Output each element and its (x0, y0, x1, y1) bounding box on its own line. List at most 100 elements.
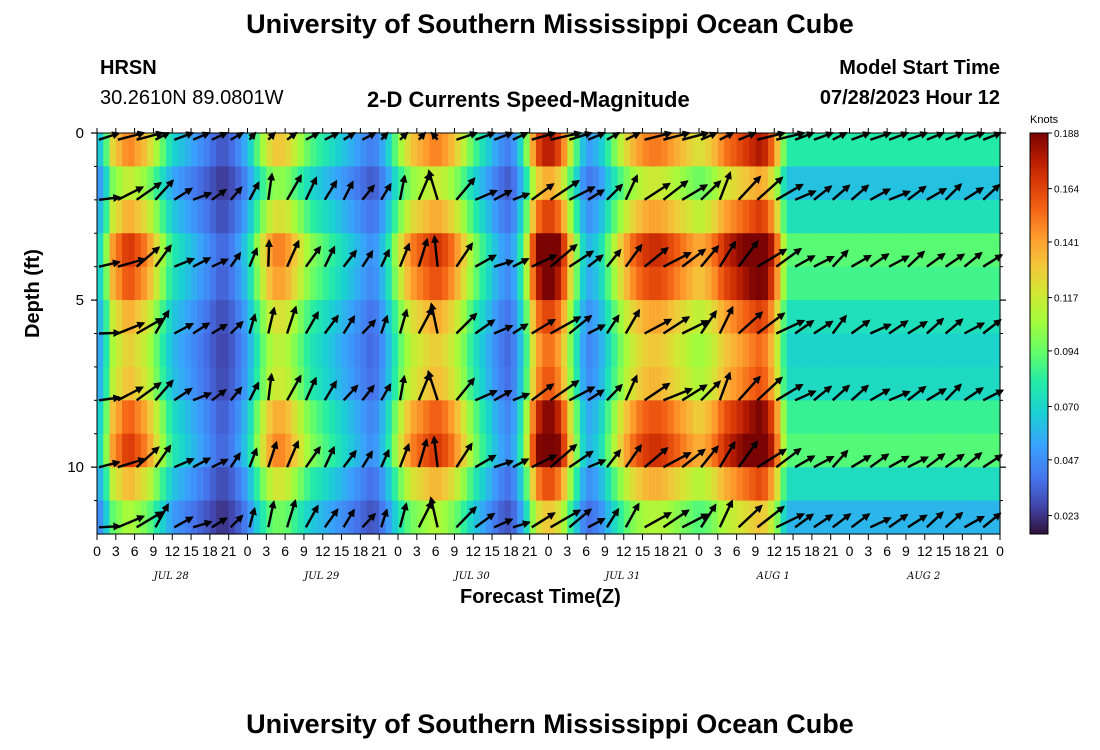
current-vector (230, 131, 245, 141)
heatmap-cell (535, 366, 543, 401)
heatmap-cell (310, 266, 318, 301)
current-vector (248, 247, 259, 268)
heatmap-cell (347, 467, 355, 502)
heatmap-cell (692, 500, 700, 535)
heatmap-cell (372, 199, 380, 234)
heatmap-cell (109, 333, 117, 368)
heatmap-cell (209, 300, 217, 335)
heatmap-cell (109, 266, 117, 301)
heatmap-cell (692, 199, 700, 234)
current-vector (117, 515, 146, 529)
heatmap-cell (548, 133, 556, 168)
heatmap-cell (799, 266, 807, 301)
heatmap-cell (736, 133, 744, 168)
heatmap-cell (429, 467, 437, 502)
heatmap-cell (97, 433, 104, 468)
current-vector (323, 245, 336, 268)
current-vector (926, 252, 946, 268)
heatmap-cell (191, 266, 198, 301)
heatmap-cell (398, 467, 405, 502)
heatmap-cell (680, 467, 688, 502)
heatmap-cell (943, 166, 951, 201)
heatmap-cell (830, 300, 838, 335)
heatmap-cell (780, 266, 788, 301)
heatmap-cell (416, 300, 424, 335)
heatmap-cell (680, 133, 688, 168)
heatmap-cell (630, 333, 637, 368)
current-vector (850, 319, 871, 335)
heatmap-cell (868, 467, 876, 502)
heatmap-cell (824, 467, 832, 502)
heatmap-cell (673, 467, 681, 502)
heatmap-cell (517, 166, 525, 201)
heatmap-cell (341, 433, 349, 468)
heatmap-cell (811, 433, 819, 468)
heatmap-cell (793, 133, 800, 168)
heatmap-cell (667, 433, 675, 468)
heatmap-cell (636, 199, 644, 234)
heatmap-cell (122, 333, 129, 368)
heatmap-cell (140, 433, 148, 468)
heatmap-cell (448, 366, 456, 401)
heatmap-cell (479, 166, 487, 201)
heatmap-cell (492, 467, 499, 502)
heatmap-cell (924, 433, 932, 468)
heatmap-cell (303, 133, 311, 168)
current-vector (229, 320, 244, 335)
heatmap-cell (761, 266, 769, 301)
heatmap-cell (391, 233, 399, 268)
heatmap-cell (97, 233, 104, 268)
heatmap-cell (492, 500, 499, 535)
current-vector (267, 440, 279, 468)
heatmap-cell (962, 266, 970, 301)
heatmap-cell (774, 467, 782, 502)
heatmap-cell (592, 133, 600, 168)
heatmap-cell (843, 467, 851, 502)
heatmap-cell (448, 400, 456, 435)
current-vector (757, 130, 787, 141)
heatmap-cell (611, 199, 619, 234)
heatmap-cell (874, 467, 882, 502)
heatmap-cell (655, 300, 662, 335)
heatmap-cell (398, 133, 405, 168)
x-tick-label: 6 (281, 543, 289, 559)
heatmap-cell (228, 366, 236, 401)
heatmap-cell (868, 266, 876, 301)
heatmap-cell (811, 133, 819, 168)
heatmap-cell (316, 166, 324, 201)
current-vector (831, 449, 849, 469)
heatmap-cell (880, 300, 888, 335)
heatmap-cell (429, 333, 437, 368)
heatmap-cell (993, 300, 1001, 335)
heatmap-cell (862, 199, 869, 234)
heatmap-cell (786, 500, 794, 535)
heatmap-cell (567, 166, 575, 201)
heatmap-cell (485, 333, 493, 368)
heatmap-cell (278, 400, 286, 435)
heatmap-cell (692, 266, 700, 301)
heatmap-cell (423, 467, 430, 502)
heatmap-cell (191, 333, 198, 368)
heatmap-cell (974, 467, 982, 502)
heatmap-cell (492, 333, 499, 368)
heatmap-cell (260, 199, 267, 234)
current-vector (154, 503, 169, 528)
heatmap-cell (862, 366, 869, 401)
heatmap-cell (303, 166, 311, 201)
x-tick-label: 9 (752, 543, 760, 559)
current-vector (907, 456, 929, 469)
heatmap-cell (335, 400, 343, 435)
heatmap-cell (993, 166, 1001, 201)
heatmap-cell (523, 333, 531, 368)
heatmap-cell (742, 366, 750, 401)
current-vector (888, 390, 911, 402)
heatmap-cell (178, 500, 186, 535)
current-vector (380, 382, 392, 401)
heatmap-cell (184, 467, 192, 502)
heatmap-cell (354, 400, 361, 435)
heatmap-cell (962, 467, 970, 502)
heatmap-cell (561, 199, 568, 234)
heatmap-cell (398, 266, 405, 301)
current-vector (248, 506, 257, 528)
heatmap-cell (159, 266, 167, 301)
